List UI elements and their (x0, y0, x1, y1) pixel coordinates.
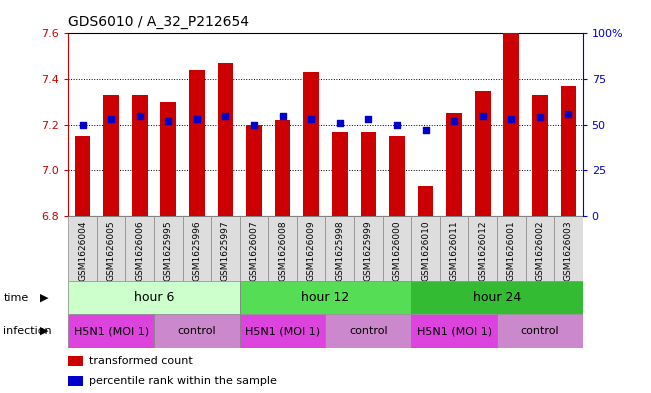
Bar (268, 216, 297, 281)
Bar (497, 314, 583, 348)
Bar (75, 136, 90, 216)
Text: GSM1626007: GSM1626007 (249, 221, 258, 281)
Bar (361, 132, 376, 216)
Text: infection: infection (3, 326, 52, 336)
Text: hour 12: hour 12 (301, 291, 350, 304)
Point (220, 112, 230, 119)
Bar (354, 216, 383, 281)
Text: GSM1625998: GSM1625998 (335, 221, 344, 281)
Bar (383, 216, 411, 281)
Bar (104, 95, 119, 216)
Text: GSM1626011: GSM1626011 (450, 221, 458, 281)
Point (506, 116, 516, 123)
Text: hour 6: hour 6 (134, 291, 174, 304)
Bar (246, 125, 262, 216)
Point (534, 114, 545, 121)
Point (249, 122, 259, 128)
Bar (446, 113, 462, 216)
Text: GSM1626012: GSM1626012 (478, 221, 487, 281)
Bar (554, 216, 583, 281)
Bar (240, 216, 268, 281)
Bar (217, 63, 233, 216)
Bar (475, 90, 490, 216)
Text: control: control (349, 326, 387, 336)
Bar (468, 216, 497, 281)
Bar (411, 216, 440, 281)
Text: control: control (521, 326, 559, 336)
Point (77, 122, 88, 128)
Text: hour 24: hour 24 (473, 291, 521, 304)
Text: H5N1 (MOI 1): H5N1 (MOI 1) (245, 326, 320, 336)
Bar (532, 95, 547, 216)
Bar (297, 216, 326, 281)
Bar (211, 216, 240, 281)
Bar (411, 314, 497, 348)
Bar (132, 95, 148, 216)
Bar (561, 86, 576, 216)
Text: GSM1625997: GSM1625997 (221, 221, 230, 281)
Text: H5N1 (MOI 1): H5N1 (MOI 1) (74, 326, 149, 336)
Text: GDS6010 / A_32_P212654: GDS6010 / A_32_P212654 (68, 15, 249, 29)
Bar (440, 216, 468, 281)
Bar (68, 314, 154, 348)
Text: GSM1625999: GSM1625999 (364, 221, 373, 281)
Text: GSM1626008: GSM1626008 (278, 221, 287, 281)
Bar (68, 281, 240, 314)
Point (563, 111, 574, 117)
Text: percentile rank within the sample: percentile rank within the sample (89, 376, 277, 386)
Point (106, 116, 117, 123)
Text: GSM1626003: GSM1626003 (564, 221, 573, 281)
Bar (126, 216, 154, 281)
Bar (154, 216, 183, 281)
Bar (68, 356, 83, 366)
Text: GSM1625996: GSM1625996 (193, 221, 201, 281)
Text: GSM1626000: GSM1626000 (393, 221, 402, 281)
Bar (97, 216, 126, 281)
Text: GSM1626010: GSM1626010 (421, 221, 430, 281)
Text: GSM1626002: GSM1626002 (535, 221, 544, 281)
Bar (161, 102, 176, 216)
Text: ▶: ▶ (40, 293, 49, 303)
Bar (411, 281, 583, 314)
Bar (525, 216, 554, 281)
Bar (332, 132, 348, 216)
Bar (497, 216, 525, 281)
Point (392, 122, 402, 128)
Bar (240, 281, 411, 314)
Point (135, 112, 145, 119)
Point (335, 120, 345, 126)
Point (421, 127, 431, 133)
Point (163, 118, 174, 124)
Text: GSM1626004: GSM1626004 (78, 221, 87, 281)
Bar (189, 70, 205, 216)
Text: GSM1626006: GSM1626006 (135, 221, 145, 281)
Bar (183, 216, 211, 281)
Text: GSM1625995: GSM1625995 (164, 221, 173, 281)
Text: control: control (178, 326, 216, 336)
Text: H5N1 (MOI 1): H5N1 (MOI 1) (417, 326, 492, 336)
Text: GSM1626009: GSM1626009 (307, 221, 316, 281)
Point (306, 116, 316, 123)
Bar (240, 314, 326, 348)
Text: ▶: ▶ (40, 326, 49, 336)
Bar (303, 72, 319, 216)
Bar (389, 136, 405, 216)
Bar (326, 216, 354, 281)
Point (477, 112, 488, 119)
Bar (68, 216, 97, 281)
Bar (275, 120, 290, 216)
Point (363, 116, 374, 123)
Point (449, 118, 459, 124)
Text: GSM1626001: GSM1626001 (506, 221, 516, 281)
Bar (326, 314, 411, 348)
Text: GSM1626005: GSM1626005 (107, 221, 116, 281)
Text: transformed count: transformed count (89, 356, 193, 366)
Bar (154, 314, 240, 348)
Point (277, 112, 288, 119)
Bar (418, 186, 434, 216)
Bar (503, 33, 519, 216)
Point (191, 116, 202, 123)
Text: time: time (3, 293, 29, 303)
Bar (68, 376, 83, 386)
